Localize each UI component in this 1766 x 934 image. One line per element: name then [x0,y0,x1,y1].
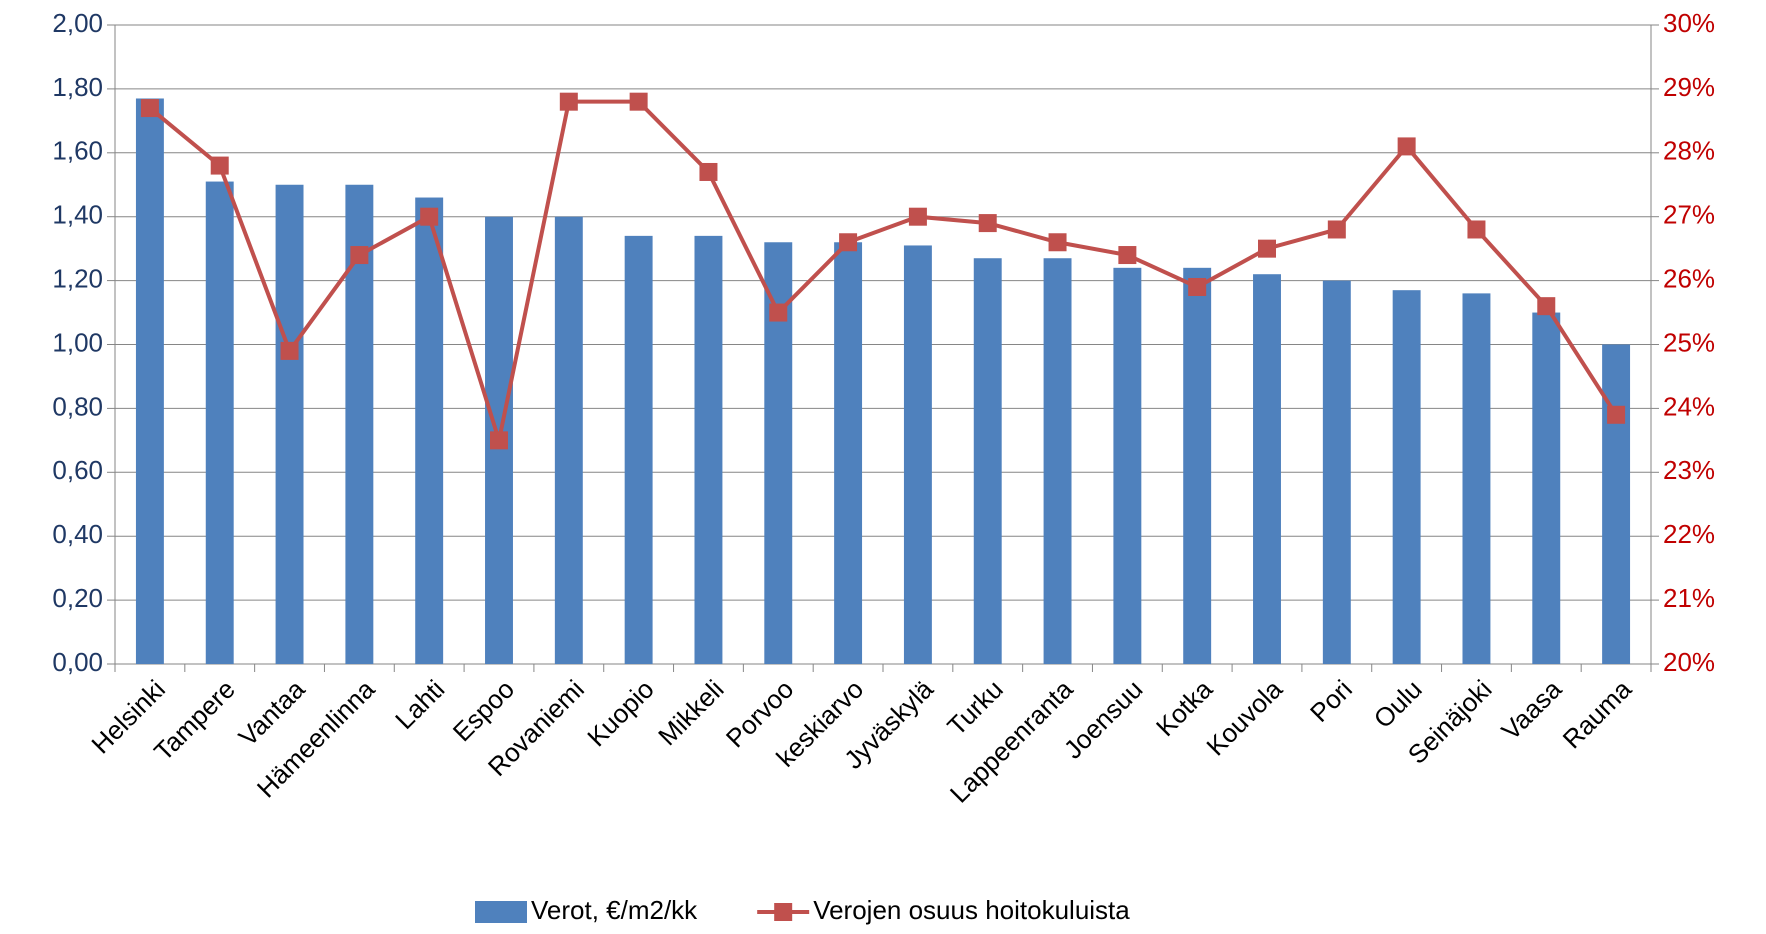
bar [834,242,863,664]
marker [1467,220,1486,239]
y-tick-label: 0,80 [52,391,103,421]
legend-swatch [475,901,527,923]
x-tick-label: Joensuu [1058,674,1149,765]
marker [1048,233,1067,252]
legend-label: Verot, €/m2/kk [531,895,698,925]
y2-tick-label: 21% [1663,583,1715,613]
bar [1113,267,1142,664]
y2-tick-label: 26% [1663,263,1715,293]
y2-tick-label: 28% [1663,136,1715,166]
marker [210,156,229,175]
marker [769,303,788,322]
bar [1043,258,1072,664]
y-tick-label: 0,20 [52,583,103,613]
marker [1537,297,1556,316]
marker [280,341,299,360]
y-tick-label: 1,00 [52,327,103,357]
bar [1462,293,1491,664]
y-tick-label: 1,60 [52,136,103,166]
bar [1253,274,1281,664]
y2-tick-label: 23% [1663,455,1715,485]
y-tick-label: 0,60 [52,455,103,485]
y2-tick-label: 25% [1663,327,1715,357]
bar [973,258,1002,664]
y-tick-label: 1,80 [52,72,103,102]
bar [554,216,583,664]
x-tick-label: Kouvola [1200,674,1288,762]
marker [1397,137,1416,156]
bar [205,181,234,664]
bar [624,235,653,664]
marker [699,162,718,181]
marker [1118,246,1137,265]
marker [559,92,578,111]
marker [490,431,508,450]
marker [1188,277,1207,296]
marker [1607,405,1626,424]
bar [275,184,304,664]
y2-tick-label: 20% [1663,647,1715,677]
bar [415,197,444,664]
marker [140,99,159,118]
y-tick-label: 0,40 [52,519,103,549]
bar [135,98,164,665]
line [148,99,1618,449]
x-tick-label: Mikkeli [652,674,729,751]
marker [350,246,369,265]
bar [1183,267,1212,664]
bar [1532,312,1561,664]
legend-label: Verojen osuus hoitokuluista [813,895,1130,925]
y2-tick-label: 27% [1663,200,1715,230]
y-tick-label: 2,00 [52,8,103,38]
bar [903,245,932,664]
y-tick-label: 1,40 [52,200,103,230]
x-tick-label: Lahti [389,674,450,735]
legend-swatch [774,903,793,921]
bar [1602,344,1631,664]
y2-tick-label: 24% [1663,391,1715,421]
marker [1258,239,1276,258]
x-tick-label: Rauma [1557,674,1638,755]
marker [908,207,927,226]
marker [420,207,439,226]
x-tick-label: Pori [1304,674,1358,728]
bar [694,235,723,664]
x-tick-label: Oulu [1368,674,1428,734]
y-tick-label: 0,00 [52,647,103,677]
x-tick-label: Vaasa [1495,674,1567,746]
bar [1322,280,1351,664]
marker [1327,220,1346,239]
x-tick-label: Kuopio [581,674,659,752]
y2-tick-label: 30% [1663,8,1715,38]
y-tick-label: 1,20 [52,263,103,293]
marker [839,233,858,252]
marker [978,214,997,233]
bar [1392,290,1421,664]
y2-tick-label: 29% [1663,72,1715,102]
marker [629,92,648,111]
y2-tick-label: 22% [1663,519,1715,549]
